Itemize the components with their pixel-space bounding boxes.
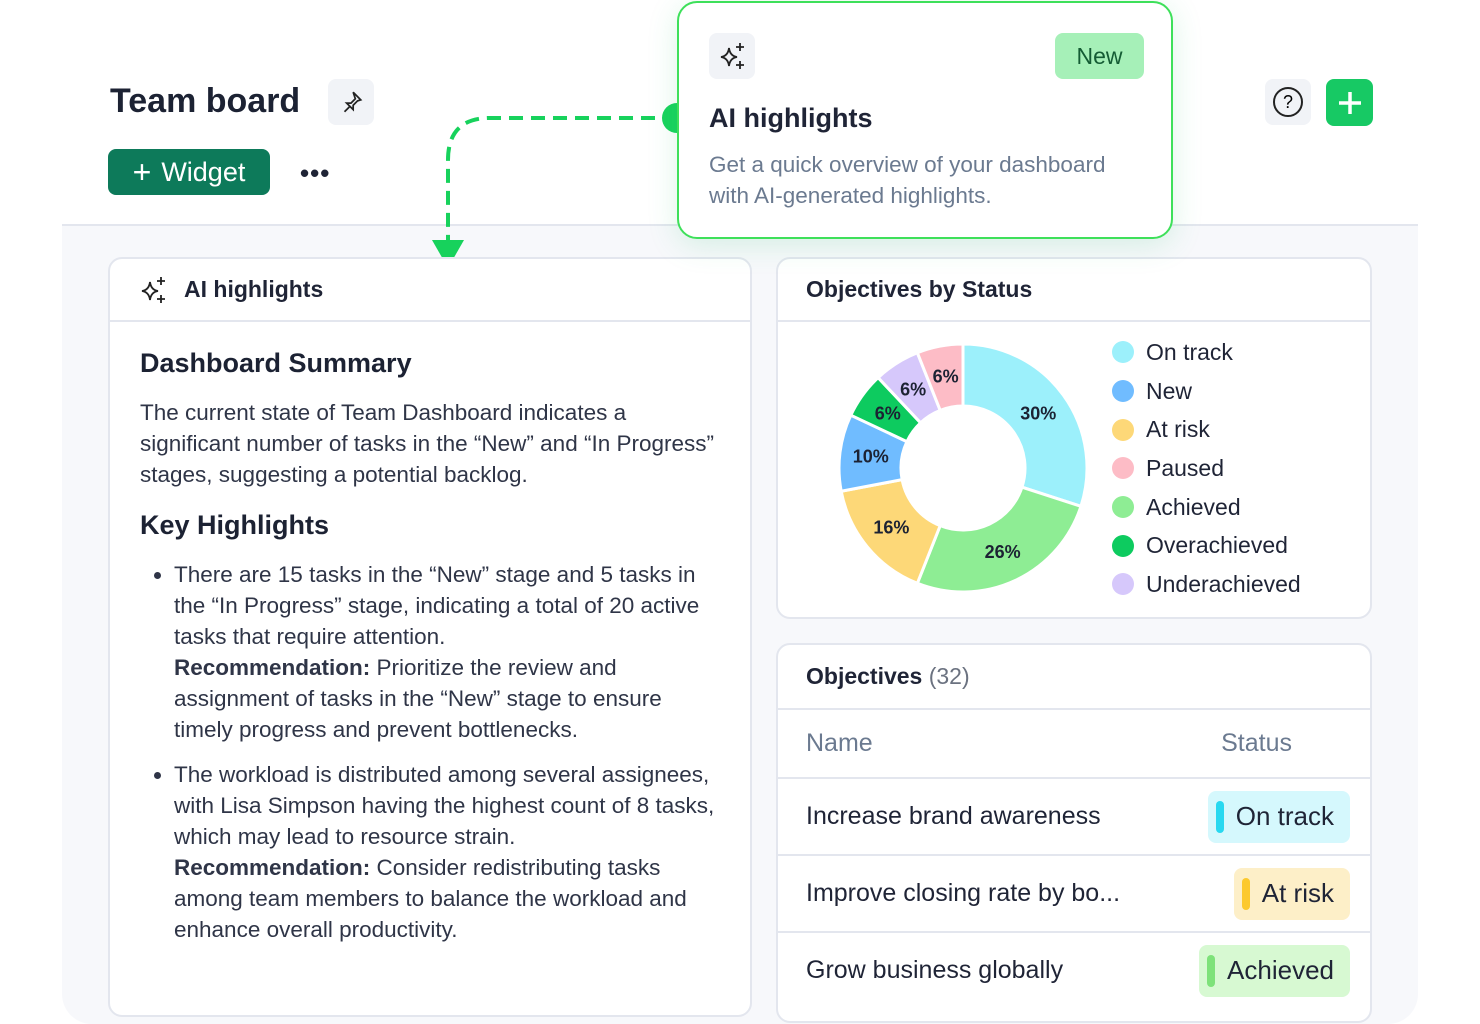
objective-name: Grow business globally [806, 956, 1064, 984]
help-icon: ? [1273, 87, 1303, 117]
more-button[interactable]: ••• [300, 158, 331, 188]
objectives-card: Objectives (32) Name Status Increase bran… [776, 643, 1372, 1023]
slice-label: 6% [900, 379, 926, 399]
legend-item: On track [1112, 333, 1301, 372]
status-badge: At risk [1233, 867, 1350, 920]
slice-label: 6% [933, 367, 959, 387]
status-badge: On track [1207, 790, 1350, 843]
legend-dot [1112, 341, 1134, 364]
objective-name: Improve closing rate by bo... [806, 879, 1121, 907]
popover-title: AI highlights [709, 103, 873, 133]
legend-item: Overachieved [1112, 526, 1301, 565]
table-header: Name Status [778, 708, 1370, 777]
new-badge: New [1055, 33, 1144, 79]
legend-dot [1112, 573, 1134, 596]
legend-dot [1112, 380, 1134, 403]
slice-label: 26% [985, 542, 1021, 562]
slice-label: 16% [873, 517, 909, 537]
objective-name: Increase brand awareness [806, 802, 1101, 830]
status-badge: Achieved [1199, 944, 1350, 997]
plus-icon [1338, 91, 1361, 114]
add-button[interactable] [1326, 79, 1373, 126]
highlights-heading: Key Highlights [140, 510, 330, 540]
slice-label: 6% [875, 403, 901, 423]
objectives-by-status-card: Objectives by Status 30% 26% 16% 10% 6% 6% 6% … [776, 257, 1372, 619]
table-row[interactable]: Increase brand awareness On track [778, 777, 1370, 854]
plus-icon: + [132, 153, 152, 190]
page-title: Team board [110, 82, 301, 120]
summary-text: The current state of Team Dashboard indi… [140, 400, 714, 487]
summary-heading: Dashboard Summary [140, 348, 412, 378]
slice-label: 10% [853, 446, 889, 466]
legend-item: Achieved [1112, 488, 1301, 527]
slice-achieved[interactable] [915, 485, 1083, 594]
help-button[interactable]: ? [1265, 79, 1311, 125]
donut-chart: 30% 26% 16% 10% 6% 6% 6% [837, 342, 1089, 594]
legend-dot [1112, 496, 1134, 519]
legend-item: Paused [1112, 449, 1301, 488]
legend-item: New [1112, 372, 1301, 411]
slice-paused[interactable] [915, 342, 965, 413]
table-row[interactable]: Improve closing rate by bo... At risk [778, 854, 1370, 931]
pin-icon [343, 91, 363, 113]
table-row[interactable]: Grow business globally Achieved [778, 931, 1370, 1008]
legend-dot [1112, 534, 1134, 557]
slice-on-track[interactable] [961, 342, 1089, 509]
sparkle-icon [141, 276, 165, 303]
legend-dot [1112, 418, 1134, 441]
ai-highlights-card: AI highlights Dashboard Summary The curr… [108, 257, 752, 1017]
add-widget-button[interactable]: + Widget [108, 149, 270, 195]
legend-item: Underachieved [1112, 565, 1301, 604]
popover-description: Get a quick overview of your dashboard w… [709, 152, 1106, 208]
legend-dot [1112, 457, 1134, 480]
highlight-item: The workload is distributed among severa… [174, 759, 720, 945]
feature-popover: New AI highlights Get a quick overview o… [677, 1, 1173, 239]
slice-label: 30% [1020, 403, 1056, 423]
chart-legend: On track New At risk Paused Achieved Overachi… [1112, 333, 1301, 604]
svg-text:?: ? [1283, 92, 1293, 112]
legend-item: At risk [1112, 410, 1301, 449]
connector-arrow [432, 103, 692, 268]
pin-button[interactable] [328, 79, 374, 125]
sparkle-icon [709, 33, 755, 79]
highlight-item: There are 15 tasks in the “New” stage an… [174, 559, 720, 745]
